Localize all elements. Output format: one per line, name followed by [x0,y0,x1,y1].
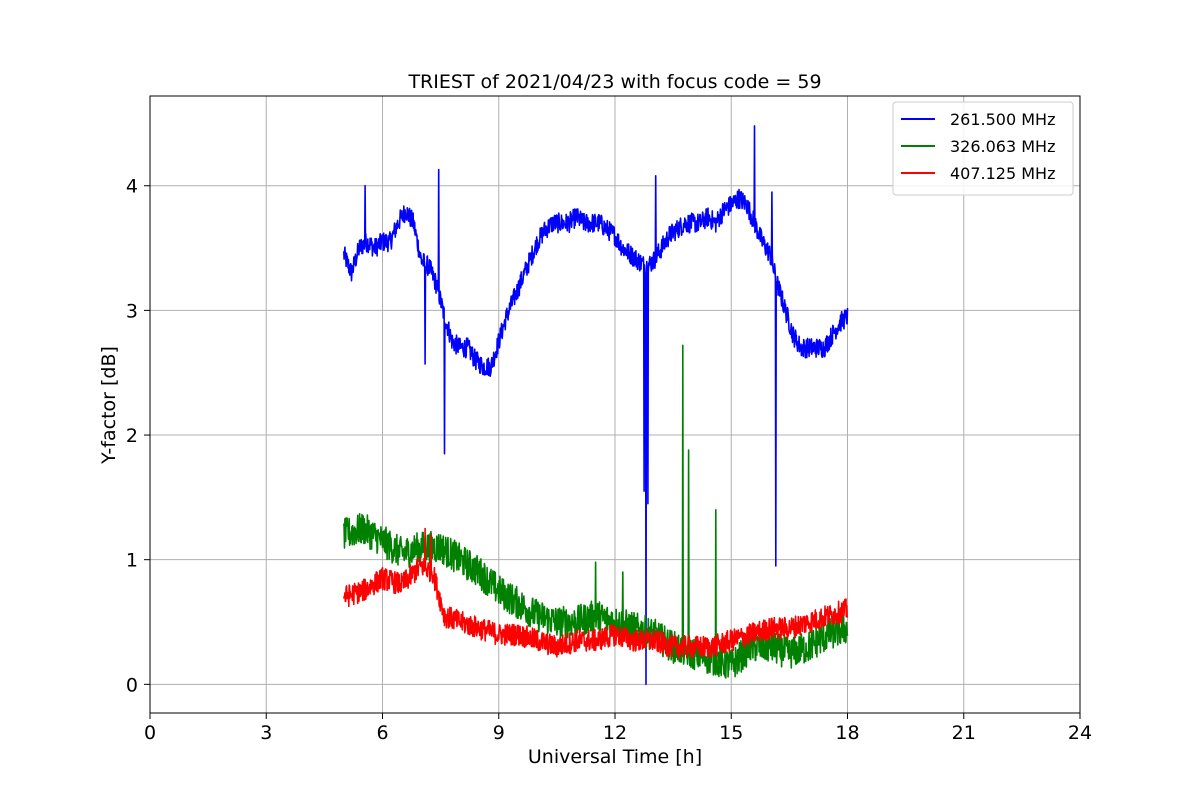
y-tick-label-2: 2 [126,425,138,447]
x-tick-label-8: 24 [1068,722,1092,744]
legend-label-0: 261.500 MHz [950,110,1055,129]
y-tick-label-4: 4 [126,176,138,198]
x-tick-label-4: 12 [603,722,627,744]
series-line-1 [343,344,849,679]
x-tick-label-6: 18 [835,722,859,744]
y-axis: 0 1 2 3 4 [126,176,150,696]
y-tick-label-1: 1 [126,550,138,572]
y-axis-label: Y-factor [dB] [98,346,120,465]
x-axis-label: Universal Time [h] [528,746,702,768]
chart-title: TRIEST of 2021/04/23 with focus code = 5… [407,71,821,93]
x-tick-label-0: 0 [144,722,156,744]
x-tick-label-7: 21 [952,722,976,744]
x-tick-label-1: 3 [260,722,272,744]
y-tick-label-3: 3 [126,300,138,322]
x-tick-label-3: 9 [493,722,505,744]
x-tick-label-5: 15 [719,722,743,744]
x-tick-label-2: 6 [376,722,388,744]
y-tick-label-0: 0 [126,674,138,696]
legend-label-1: 326.063 MHz [950,137,1055,156]
x-axis: 0 3 6 9 12 15 18 21 24 [144,713,1092,744]
plot-area [343,125,849,686]
legend: 261.500 MHz 326.063 MHz 407.125 MHz [892,101,1074,196]
series-line-0 [343,125,849,686]
legend-box [892,101,1074,196]
legend-label-2: 407.125 MHz [950,164,1055,183]
series-line-2 [343,527,849,659]
